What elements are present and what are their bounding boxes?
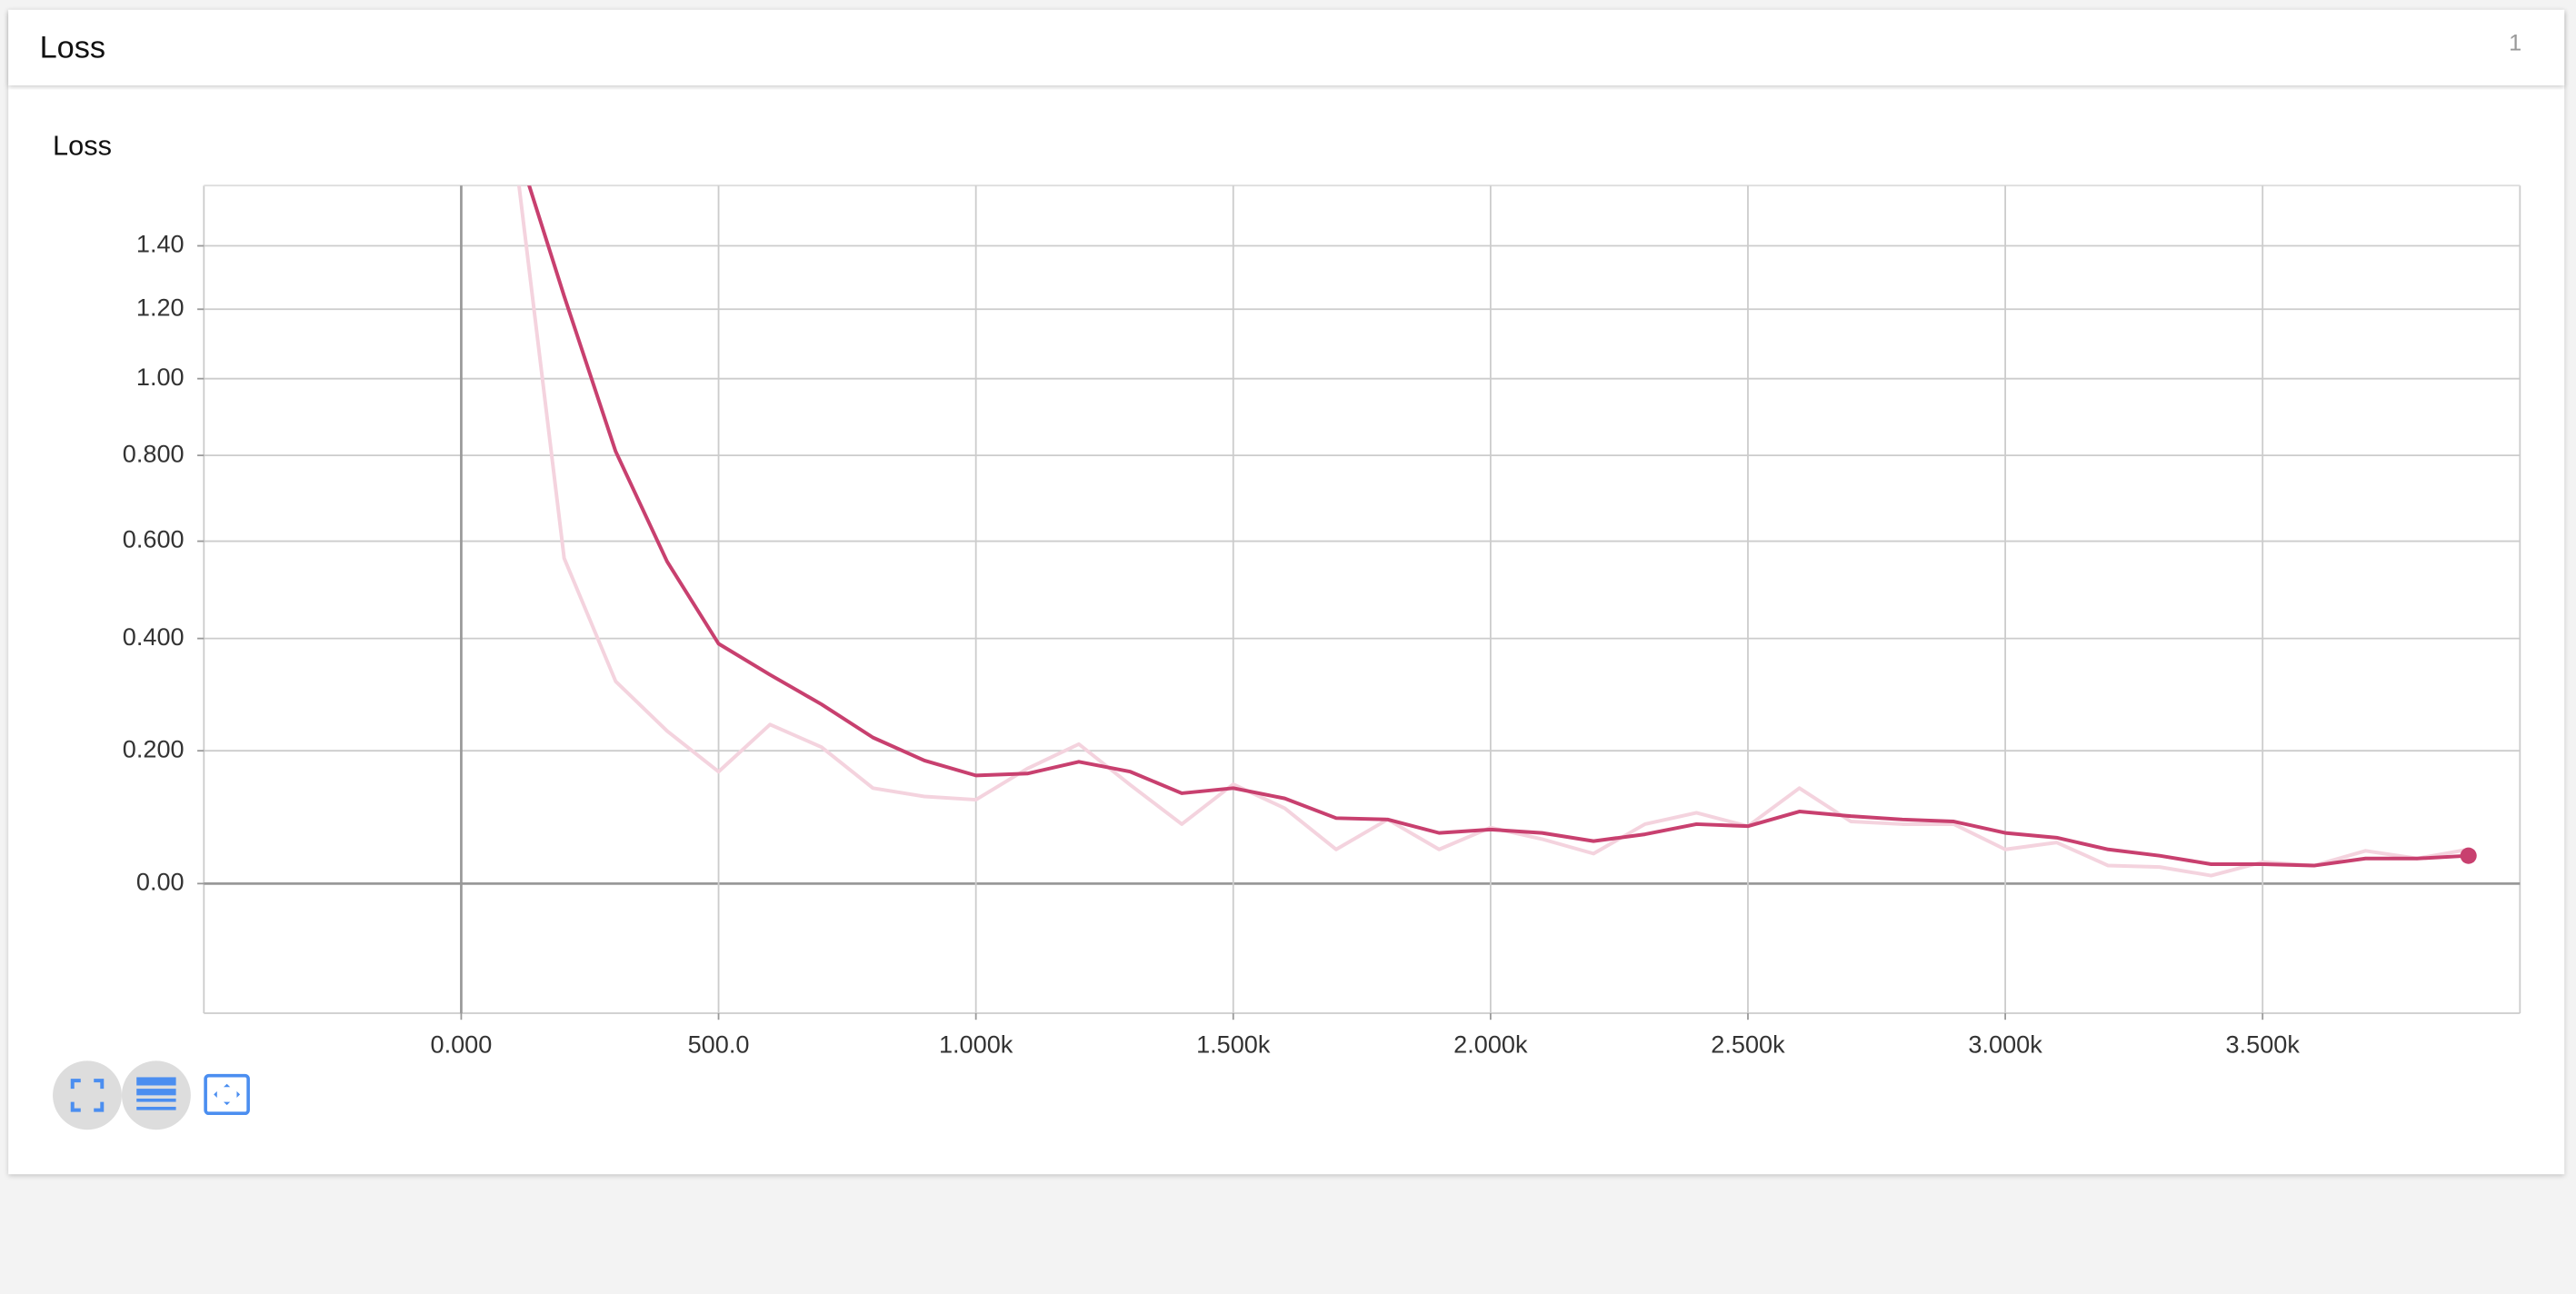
y-tick-label: 0.600: [123, 525, 185, 553]
series-line: [527, 185, 2469, 868]
x-tick-label: 500.0: [688, 1030, 750, 1058]
x-tick-label: 0.000: [431, 1030, 493, 1058]
y-tick-label: 0.800: [123, 439, 185, 467]
y-tick-label: 0.400: [123, 622, 185, 651]
fit-domain-button[interactable]: [204, 1073, 250, 1116]
chart-title: Loss: [53, 130, 112, 162]
toolbar: [53, 1060, 250, 1130]
card-count: 1: [2509, 30, 2521, 55]
card-header[interactable]: [8, 9, 2565, 85]
x-tick-label: 2.500k: [1711, 1030, 1785, 1058]
y-tick-label: 1.00: [136, 363, 185, 391]
x-tick-label: 1.500k: [1196, 1030, 1271, 1058]
series-group: [516, 185, 2477, 878]
toggle-log-button[interactable]: [121, 1060, 191, 1130]
series-line: [516, 185, 2470, 878]
card: [8, 9, 2565, 1175]
plot: 0.00 0.200 0.400 0.600 0.800 1.00 1.20 1.40 0.00…: [123, 184, 2521, 1058]
fullscreen-button[interactable]: [53, 1060, 122, 1130]
card-title: Loss: [40, 30, 106, 65]
y-tick-label: 1.20: [136, 293, 185, 321]
series-end-marker: [2460, 847, 2477, 864]
x-tick-label: 3.000k: [1968, 1030, 2042, 1058]
x-tick-label: 1.000k: [939, 1030, 1013, 1058]
y-tick-label: 1.40: [136, 230, 185, 258]
x-tick-label: 3.500k: [2226, 1030, 2301, 1058]
x-tick-label: 2.000k: [1453, 1030, 1528, 1058]
y-tick-label: 0.200: [123, 734, 185, 762]
y-tick-label: 0.00: [136, 868, 185, 896]
